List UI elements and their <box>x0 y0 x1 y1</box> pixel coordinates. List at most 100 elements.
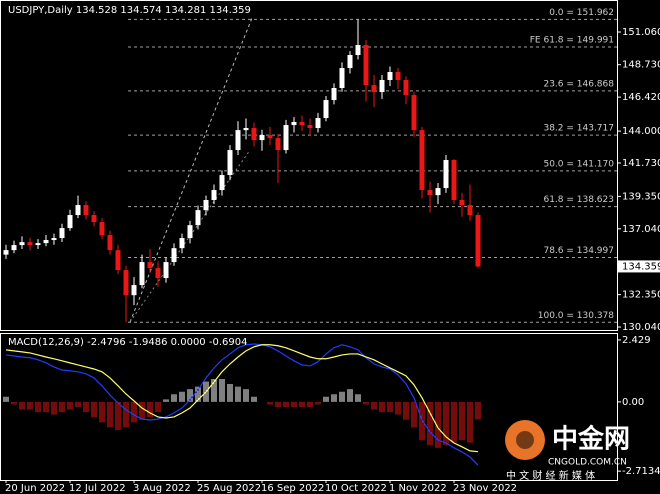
fib-label: 61.8 = 138.623 <box>543 195 614 205</box>
candle-body <box>3 250 9 255</box>
candle-body <box>195 210 201 226</box>
candle-body <box>243 128 249 131</box>
candle-body <box>339 68 345 89</box>
candle-body <box>179 238 185 249</box>
price-tag <box>618 260 660 273</box>
candle-body <box>275 138 281 151</box>
candle-body <box>363 45 369 86</box>
y-tick-label: 2.429 <box>622 335 651 346</box>
candle-body <box>83 205 89 216</box>
y-tick-label: -2.7134 <box>622 466 660 477</box>
candle-body <box>467 205 473 216</box>
candle-body <box>371 85 377 93</box>
fib-label: 23.6 = 146.868 <box>543 79 614 89</box>
price-tag-label: 134.359 <box>622 261 660 272</box>
candle-body <box>299 121 305 126</box>
candle-body <box>459 200 465 206</box>
x-tick-label: 3 Aug 2022 <box>133 483 191 494</box>
watermark: 中金网 CNGOLD.COM.CN 中 文 财 经 新 媒 体 <box>505 420 630 482</box>
x-tick-label: 12 Jul 2022 <box>69 483 126 494</box>
fib-label: 50.0 = 141.170 <box>543 159 614 169</box>
x-tick-label: 1 Nov 2022 <box>389 483 447 494</box>
logo <box>516 431 534 449</box>
candle-body <box>35 243 41 246</box>
candle-body <box>107 235 113 251</box>
candle-body <box>323 100 329 119</box>
candle-body <box>435 188 441 196</box>
x-tick-label: 10 Oct 2022 <box>325 483 387 494</box>
macd-line <box>5 344 479 453</box>
candle-body <box>227 150 233 176</box>
candle-body <box>211 190 217 201</box>
watermark-brand: 中金网 <box>552 424 630 455</box>
chart-title: USDJPY,Daily 134.528 134.574 134.281 134… <box>8 5 251 16</box>
y-tick-label: 137.040 <box>622 224 660 235</box>
y-tick-label: 146.420 <box>622 92 660 103</box>
candle-body <box>91 215 97 223</box>
candle-body <box>27 242 33 246</box>
watermark-site: CNGOLD.COM.CN <box>548 458 627 468</box>
candle-body <box>67 215 73 229</box>
candle-body <box>75 205 81 216</box>
candle-body <box>139 262 145 286</box>
candle-body <box>451 160 457 201</box>
x-tick-label: 25 Aug 2022 <box>197 483 261 494</box>
fib-label: 38.2 = 143.717 <box>543 124 614 134</box>
candle-body <box>355 45 361 56</box>
candle-body <box>155 268 161 279</box>
candle-body <box>171 248 177 263</box>
candle-body <box>11 245 17 251</box>
candle-body <box>403 80 409 96</box>
y-tick-label: 141.730 <box>622 158 660 169</box>
candle-body <box>387 72 393 81</box>
macd-frame <box>0 333 618 481</box>
watermark-slogan: 中 文 财 经 新 媒 体 <box>506 469 595 482</box>
y-tick-label: 0.00 <box>622 397 644 408</box>
candle-body <box>99 222 105 236</box>
candle-body <box>147 262 153 269</box>
candle-body <box>43 240 49 244</box>
candle-body <box>419 130 425 191</box>
x-tick-label: 23 Nov 2022 <box>453 483 517 494</box>
fib-label: 0.0 = 151.962 <box>549 8 614 18</box>
candle-body <box>59 228 65 239</box>
y-tick-label: 148.730 <box>622 60 660 71</box>
candle-body <box>219 175 225 191</box>
candle-body <box>307 125 313 129</box>
fib-label: 78.6 = 134.997 <box>543 246 614 256</box>
fib-label: FE 61.8 = 149.991 <box>530 36 614 46</box>
candle-body <box>187 225 193 239</box>
candle-body <box>331 88 337 101</box>
candle-body <box>267 135 273 139</box>
candle-body <box>235 130 241 151</box>
y-tick-label: 151.060 <box>622 27 660 38</box>
candle-body <box>411 95 417 131</box>
candle-body <box>163 262 169 279</box>
fib-label: 100.0 = 130.378 <box>538 311 615 321</box>
y-tick-label: 132.350 <box>622 290 660 301</box>
candle-body <box>475 215 481 267</box>
candle-body <box>251 128 257 141</box>
x-tick-label: 16 Sep 2022 <box>261 483 324 494</box>
candle-body <box>347 55 353 69</box>
candle-body <box>291 121 297 126</box>
x-tick-label: 20 Jun 2022 <box>5 483 65 494</box>
y-tick-label: 130.040 <box>622 322 660 333</box>
candle-body <box>123 270 129 296</box>
candle-body <box>395 72 401 81</box>
candle-body <box>131 285 137 296</box>
candle-body <box>283 125 289 151</box>
macd-line <box>5 343 479 466</box>
y-tick-label: 139.350 <box>622 191 660 202</box>
candle-body <box>379 80 385 93</box>
candle-body <box>51 238 57 241</box>
candle-body <box>203 200 209 211</box>
candle-body <box>443 160 449 189</box>
macd-title: MACD(12,26,9) -2.4796 -1.9486 0.0000 -0.… <box>8 337 247 348</box>
candle-body <box>115 250 121 271</box>
y-tick-label: 144.000 <box>622 126 660 137</box>
candle-body <box>19 242 25 246</box>
candle-body <box>427 190 433 196</box>
candle-body <box>315 118 321 129</box>
